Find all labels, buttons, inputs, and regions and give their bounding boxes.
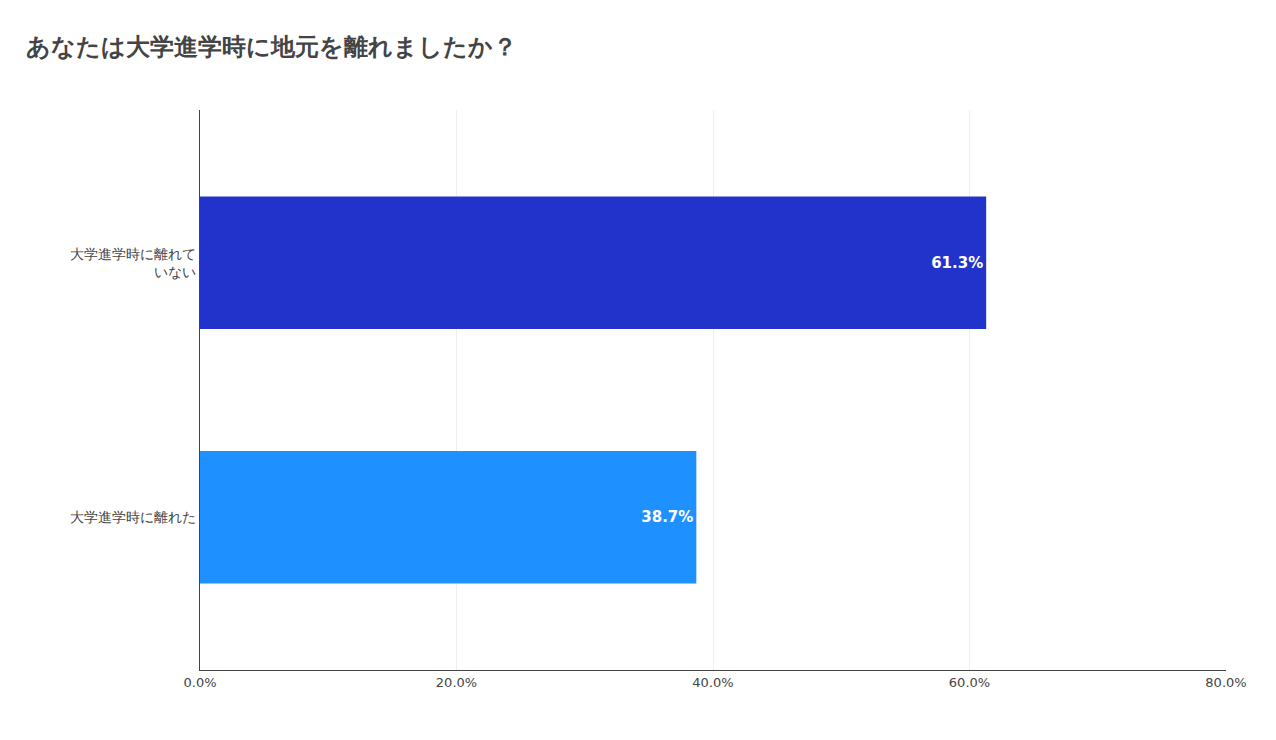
svg-text:80.0%: 80.0% (1205, 675, 1246, 690)
svg-text:大学進学時に離れていない: 大学進学時に離れていない (70, 246, 196, 280)
svg-text:大学進学時に離れた: 大学進学時に離れた (70, 509, 196, 525)
svg-text:40.0%: 40.0% (692, 675, 733, 690)
svg-text:60.0%: 60.0% (949, 675, 990, 690)
svg-text:あなたは大学進学時に地元を離れましたか？: あなたは大学進学時に地元を離れましたか？ (26, 33, 517, 61)
svg-text:0.0%: 0.0% (183, 675, 216, 690)
svg-text:61.3%: 61.3% (931, 254, 983, 272)
svg-text:20.0%: 20.0% (436, 675, 477, 690)
svg-text:38.7%: 38.7% (641, 508, 693, 526)
